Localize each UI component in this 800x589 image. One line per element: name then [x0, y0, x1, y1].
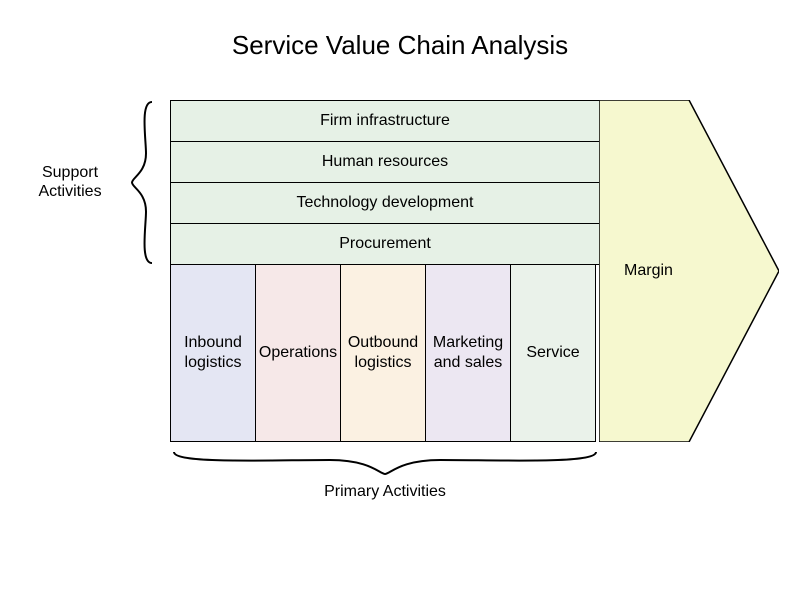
support-row-label: Human resources [322, 153, 448, 171]
primary-cell-label: Outbound logistics [345, 333, 421, 373]
primary-cell-outbound-logistics: Outbound logistics [340, 264, 426, 442]
support-activities-label: Support Activities [20, 163, 120, 201]
primary-cell-label: Inbound logistics [175, 333, 251, 373]
support-activities-label-text: Support Activities [38, 164, 101, 200]
support-brace [128, 100, 158, 265]
support-row-label: Firm infrastructure [320, 112, 450, 130]
support-row-human-resources: Human resources [170, 141, 600, 183]
support-row-label: Technology development [296, 194, 473, 212]
support-row-technology-development: Technology development [170, 182, 600, 224]
primary-cell-label: Service [526, 343, 579, 363]
support-row-procurement: Procurement [170, 223, 600, 265]
support-row-firm-infrastructure: Firm infrastructure [170, 100, 600, 142]
primary-cell-label: Operations [259, 343, 337, 363]
primary-cell-label: Marketing and sales [430, 333, 506, 373]
primary-cell-marketing-and-sales: Marketing and sales [425, 264, 511, 442]
primary-activities-label: Primary Activities [170, 482, 600, 501]
margin-arrow: Margin [599, 100, 779, 442]
diagram-title: Service Value Chain Analysis [0, 30, 800, 61]
primary-brace [170, 448, 600, 478]
support-activities-stack: Firm infrastructure Human resources Tech… [170, 100, 600, 265]
primary-activities-stack: Inbound logistics Operations Outbound lo… [170, 265, 600, 442]
value-chain-block: Firm infrastructure Human resources Tech… [170, 100, 600, 442]
primary-cell-service: Service [510, 264, 596, 442]
support-row-label: Procurement [339, 235, 431, 253]
primary-cell-inbound-logistics: Inbound logistics [170, 264, 256, 442]
primary-cell-operations: Operations [255, 264, 341, 442]
margin-label: Margin [624, 262, 754, 280]
